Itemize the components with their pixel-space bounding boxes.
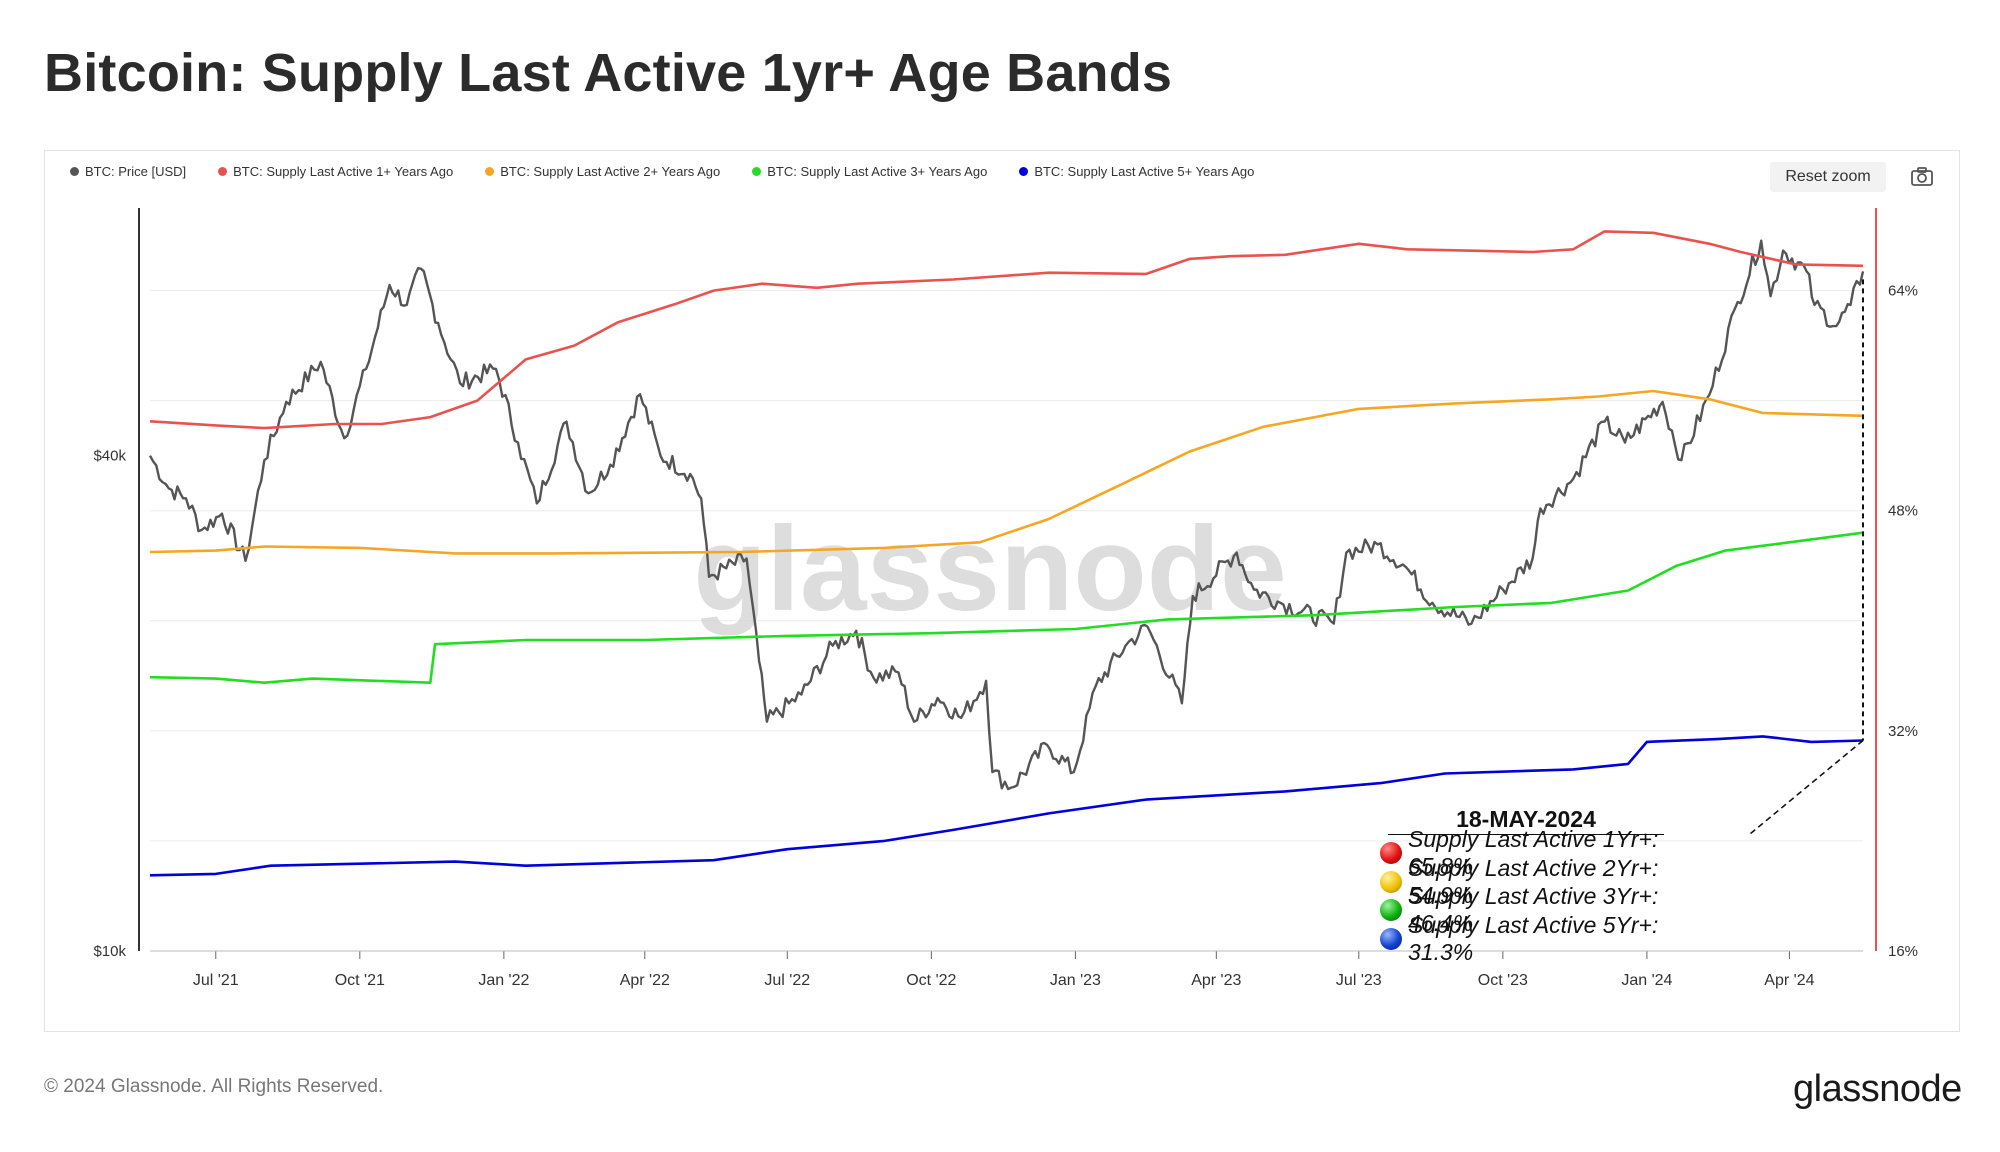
watermark-text: glassnode [693, 502, 1287, 636]
x-tick-label: Jan '22 [478, 972, 529, 989]
legend-dot [218, 167, 228, 176]
legend-dot [485, 167, 495, 176]
x-tick-label: Jul '23 [1336, 972, 1382, 989]
y-left-tick-label: $40k [93, 448, 126, 465]
annotation-label: Supply Last Active 1Yr+: 65.8% [1408, 826, 1659, 880]
axes: $10k $40k 16% 32% 48% 64% Jul '21 Oct '21 Jan '2… [93, 208, 1918, 989]
legend-label: BTC: Price [USD] [85, 164, 187, 179]
legend-item-2y[interactable]: BTC: Supply Last Active 2+ Years Ago [485, 164, 720, 179]
legend-dot [752, 167, 762, 176]
green-circle-icon [1380, 899, 1402, 922]
legend-label: BTC: Supply Last Active 5+ Years Ago [1034, 164, 1255, 179]
x-tick-label: Jan '24 [1621, 972, 1672, 989]
x-tick-label: Oct '21 [335, 972, 385, 989]
legend-label: BTC: Supply Last Active 3+ Years Ago [767, 164, 988, 179]
y-right-tick-label: 64% [1888, 283, 1918, 300]
annotation-label: Supply Last Active 2Yr+: 54.9% [1408, 854, 1659, 908]
annotation-label: Supply Last Active 5Yr+: 31.3% [1408, 911, 1659, 965]
series-line-4 [149, 735, 1864, 877]
series-line-3 [149, 531, 1864, 684]
annotation-date: 18-MAY-2024 [1388, 806, 1664, 835]
legend-item-1y[interactable]: BTC: Supply Last Active 1+ Years Ago [218, 164, 453, 179]
x-tick-label: Oct '23 [1478, 972, 1528, 989]
series-line-1 [149, 230, 1864, 430]
legend-item-price[interactable]: BTC: Price [USD] [70, 164, 186, 179]
reset-zoom-button[interactable]: Reset zoom [1770, 162, 1886, 192]
annotation-leader-line [1749, 739, 1864, 835]
x-tick-label: Jul '21 [193, 972, 239, 989]
x-tick-label: Jul '22 [764, 972, 810, 989]
chart-panel [44, 150, 1960, 1032]
legend-item-3y[interactable]: BTC: Supply Last Active 3+ Years Ago [752, 164, 987, 179]
x-tick-label: Jan '23 [1050, 972, 1101, 989]
series-line-2 [149, 389, 1864, 555]
camera-icon[interactable] [1910, 166, 1934, 188]
legend-dot [1019, 167, 1029, 176]
annotation-row-5y: Supply Last Active 5Yr+: 31.3% [1380, 912, 1680, 965]
legend-label: BTC: Supply Last Active 1+ Years Ago [233, 164, 454, 179]
chart-legend: BTC: Price [USD] BTC: Supply Last Active… [70, 164, 1254, 179]
annotation-box: 18-MAY-2024 Supply Last Active 1Yr+: 65.… [1380, 806, 1680, 965]
annotation-row-1y: Supply Last Active 1Yr+: 65.8% [1380, 826, 1680, 879]
x-tick-label: Apr '24 [1764, 972, 1814, 989]
copyright-text: © 2024 Glassnode. All Rights Reserved. [44, 1076, 384, 1097]
blue-circle-icon [1380, 927, 1402, 950]
annotation-row-3y: Supply Last Active 3Yr+: 46.4% [1380, 883, 1680, 936]
legend-item-5y[interactable]: BTC: Supply Last Active 5+ Years Ago [1019, 164, 1254, 179]
series-lines [148, 230, 1865, 877]
red-circle-icon [1380, 842, 1402, 865]
page-title: Bitcoin: Supply Last Active 1yr+ Age Ban… [44, 43, 1173, 103]
yellow-circle-icon [1380, 870, 1402, 893]
annotation-label: Supply Last Active 3Yr+: 46.4% [1408, 883, 1659, 937]
x-tick-label: Oct '22 [906, 972, 956, 989]
x-tick-label: Apr '23 [1191, 972, 1241, 989]
y-right-tick-label: 16% [1888, 943, 1918, 960]
glassnode-logo: glassnode [1793, 1068, 1962, 1110]
y-left-tick-label: $10k [93, 943, 126, 960]
legend-dot [70, 167, 79, 176]
legend-label: BTC: Supply Last Active 2+ Years Ago [500, 164, 721, 179]
y-right-tick-label: 48% [1888, 503, 1918, 520]
y-right-tick-label: 32% [1888, 723, 1918, 740]
series-line-0 [148, 239, 1865, 791]
x-tick-label: Apr '22 [620, 972, 670, 989]
annotation-row-2y: Supply Last Active 2Yr+: 54.9% [1380, 855, 1680, 908]
